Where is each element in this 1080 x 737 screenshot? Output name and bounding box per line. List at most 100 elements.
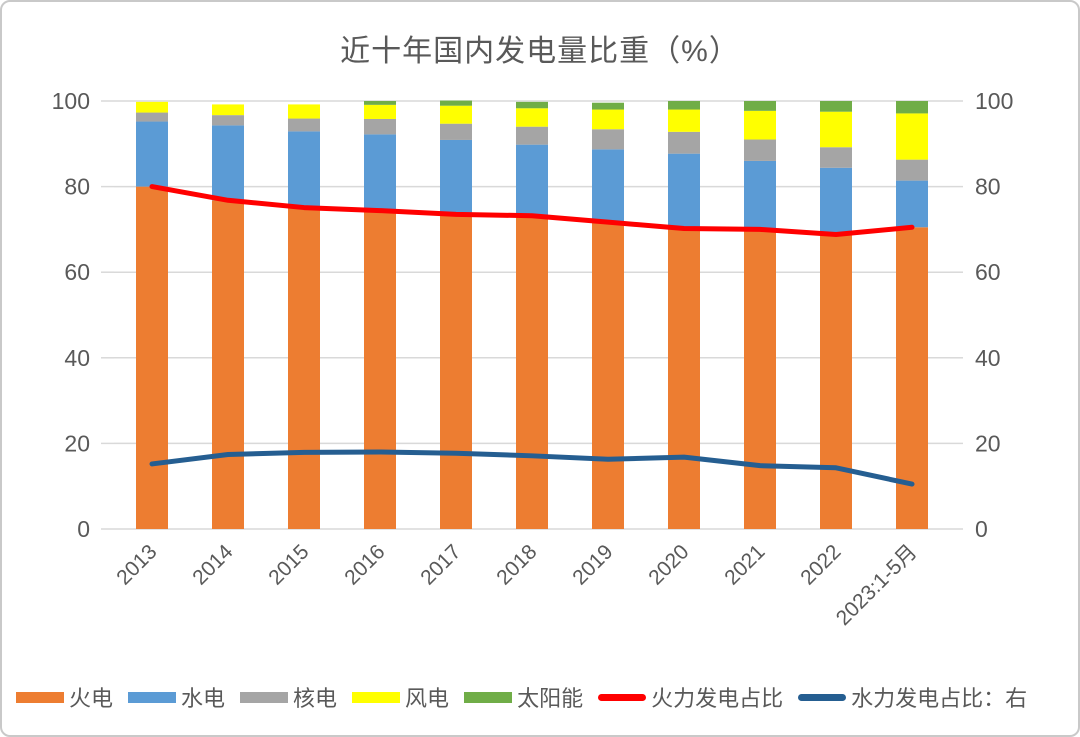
bar-segment-hydro (592, 149, 624, 223)
bar-segment-hydro (136, 121, 168, 187)
line-hydro-share (149, 449, 915, 487)
legend-swatch-thermal (16, 691, 64, 703)
bar-segment-nuclear (896, 159, 928, 181)
bar-segment-wind (592, 109, 624, 130)
legend-item-thermal: 火电 (16, 681, 113, 713)
bar-segment-thermal (136, 186, 168, 529)
bar-segment-wind (136, 101, 168, 113)
bar-segment-nuclear (516, 126, 548, 145)
left-axis-label: 40 (64, 345, 90, 371)
bar-segment-nuclear (440, 123, 472, 140)
legend-label-solar: 太阳能 (517, 686, 584, 711)
bar-segment-thermal (668, 228, 700, 529)
legend-item-wind: 风电 (352, 681, 449, 713)
legend-swatch-nuclear (240, 691, 289, 703)
bar-segment-wind (744, 110, 776, 140)
x-axis-label: 2019 (568, 540, 617, 589)
x-axis-label: 2018 (492, 540, 541, 589)
x-axis-label: 2016 (340, 540, 389, 589)
bar-segment-nuclear (820, 147, 852, 168)
bar-segment-solar (668, 101, 700, 110)
legend-swatch-hydro (128, 691, 177, 703)
left-axis-label: 20 (64, 430, 90, 456)
bar-segment-thermal (288, 207, 320, 529)
x-axis-label: 2023:1-5月 (832, 540, 922, 630)
bar-segment-nuclear (288, 118, 320, 132)
bar-segment-solar (820, 101, 852, 112)
right-axis-label: 40 (975, 345, 1001, 371)
left-axis-label: 60 (64, 259, 90, 285)
right-axis-label: 80 (975, 174, 1001, 200)
bar-segment-nuclear (744, 139, 776, 161)
legend-swatch-hydro-share (798, 693, 847, 701)
legend-swatch-solar (464, 691, 513, 703)
x-axis-label: 2017 (416, 540, 465, 589)
legend: 火电 水电 核电 风电 太阳能 火力发电占比 水力发电占比：右 (16, 681, 1072, 713)
bar-segment-nuclear (592, 129, 624, 150)
bar-segment-solar (896, 101, 928, 114)
left-axis-label: 0 (77, 516, 90, 542)
legend-label-thermal-share: 火力发电占比 (651, 686, 784, 711)
right-axis-label: 60 (975, 259, 1001, 285)
x-axis-label: 2020 (644, 540, 693, 589)
legend-item-nuclear: 核电 (240, 681, 337, 713)
bar-segment-solar (440, 100, 472, 106)
bar-segment-thermal (592, 222, 624, 529)
right-axis-label: 0 (975, 516, 988, 542)
bar-segment-hydro (364, 134, 396, 211)
bar-segment-wind (820, 111, 852, 148)
bar-segment-hydro (516, 144, 548, 216)
bar-segment-hydro (820, 167, 852, 235)
bar-segment-wind (364, 104, 396, 119)
legend-swatch-wind (352, 691, 401, 703)
legend-label-thermal: 火电 (69, 686, 114, 711)
bar-segment-hydro (744, 160, 776, 230)
right-axis-label: 20 (975, 430, 1001, 456)
bar-segment-thermal (440, 214, 472, 530)
bar-segment-solar (364, 101, 396, 105)
bar-segment-wind (440, 105, 472, 124)
bar-segment-hydro (668, 153, 700, 229)
legend-label-hydro-share: 水力发电占比：右 (851, 686, 1028, 711)
x-axis-label: 2014 (188, 540, 238, 590)
bar-segment-thermal (896, 227, 928, 529)
bar-segment-wind (668, 109, 700, 132)
bar-segment-hydro (896, 180, 928, 228)
x-axis-label: 2013 (112, 540, 161, 589)
legend-label-hydro: 水电 (181, 686, 226, 711)
bar-segment-thermal (516, 215, 548, 530)
legend-item-thermal-share: 火力发电占比 (598, 681, 783, 713)
bar-segment-nuclear (364, 118, 396, 135)
x-axis-label: 2021 (720, 540, 769, 589)
bar-segment-wind (516, 108, 548, 127)
line-thermal-share (149, 184, 915, 238)
legend-item-hydro: 水电 (128, 681, 225, 713)
bar-segment-nuclear (668, 131, 700, 154)
right-axis-label: 100 (975, 88, 1013, 114)
x-axis-label: 2015 (264, 540, 313, 589)
legend-swatch-thermal-share (598, 693, 647, 701)
chart-title: 近十年国内发电量比重（%） (340, 35, 740, 68)
legend-label-nuclear: 核电 (293, 686, 338, 711)
bar-segment-solar (744, 101, 776, 111)
left-axis-label: 100 (52, 88, 90, 114)
bar-segment-wind (288, 104, 320, 119)
bar-segment-thermal (212, 200, 244, 529)
x-axis-label: 2022 (796, 540, 845, 589)
legend-label-wind: 风电 (405, 686, 450, 711)
legend-item-solar: 太阳能 (464, 681, 583, 713)
bar-segment-hydro (440, 139, 472, 215)
bar-segment-hydro (288, 131, 320, 208)
left-axis-label: 80 (64, 174, 90, 200)
bar-segment-solar (592, 102, 624, 110)
bar-segment-wind (896, 113, 928, 160)
bar-segment-thermal (364, 210, 396, 529)
bar-segment-thermal (744, 229, 776, 529)
bar-segment-thermal (820, 234, 852, 529)
bar-segment-nuclear (212, 115, 244, 126)
bar-segment-hydro (212, 125, 244, 201)
bar-segment-solar (516, 101, 548, 109)
legend-item-hydro-share: 水力发电占比：右 (798, 681, 1027, 713)
bar-segment-wind (212, 104, 244, 116)
